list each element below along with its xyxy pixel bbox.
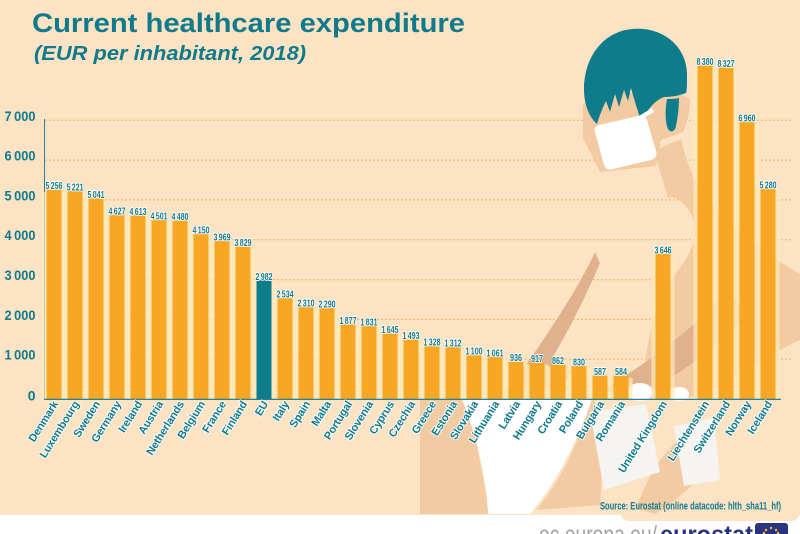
svg-text:Source: Eurostat (online datac: Source: Eurostat (online datacode: hlth_… <box>600 501 781 513</box>
svg-text:0: 0 <box>28 388 36 404</box>
svg-text:862: 862 <box>552 355 564 367</box>
svg-text:5 256: 5 256 <box>46 180 63 192</box>
svg-text:1 000: 1 000 <box>5 347 36 363</box>
svg-text:4 613: 4 613 <box>130 206 147 218</box>
svg-text:2 310: 2 310 <box>298 298 315 310</box>
svg-text:587: 587 <box>594 366 606 378</box>
svg-text:917: 917 <box>531 353 543 365</box>
svg-text:1 312: 1 312 <box>445 337 462 349</box>
svg-text:3 646: 3 646 <box>655 244 672 256</box>
svg-text:2 000: 2 000 <box>5 307 36 323</box>
svg-text:5 280: 5 280 <box>760 179 777 191</box>
svg-text:(EUR per inhabitant, 2018): (EUR per inhabitant, 2018) <box>34 43 306 65</box>
svg-text:6 960: 6 960 <box>739 112 756 124</box>
svg-text:1 877: 1 877 <box>340 315 357 327</box>
svg-text:3 829: 3 829 <box>235 237 252 249</box>
svg-text:3 969: 3 969 <box>214 232 231 244</box>
svg-text:2 982: 2 982 <box>256 271 273 283</box>
svg-text:3 000: 3 000 <box>5 267 36 283</box>
svg-text:8 380: 8 380 <box>697 56 714 68</box>
svg-text:4 627: 4 627 <box>109 205 126 217</box>
svg-text:ec.europa.eu/: ec.europa.eu/ <box>539 521 657 534</box>
svg-text:4 480: 4 480 <box>172 211 189 223</box>
svg-text:5 221: 5 221 <box>67 182 84 194</box>
svg-text:1 645: 1 645 <box>382 324 399 336</box>
svg-text:2 534: 2 534 <box>277 289 294 301</box>
svg-text:5 041: 5 041 <box>88 189 105 201</box>
svg-text:7 000: 7 000 <box>5 108 36 124</box>
svg-text:4 150: 4 150 <box>193 224 210 236</box>
svg-text:1 061: 1 061 <box>487 347 504 359</box>
svg-text:830: 830 <box>573 357 585 369</box>
svg-text:4 501: 4 501 <box>151 210 168 222</box>
svg-text:Current healthcare expenditure: Current healthcare expenditure <box>32 8 465 38</box>
svg-text:4 000: 4 000 <box>5 227 36 243</box>
svg-text:936: 936 <box>510 352 522 364</box>
svg-text:1 100: 1 100 <box>466 346 483 358</box>
svg-text:584: 584 <box>615 366 627 378</box>
svg-text:2 290: 2 290 <box>319 298 336 310</box>
svg-text:8 327: 8 327 <box>718 58 735 70</box>
svg-text:1 493: 1 493 <box>403 330 420 342</box>
svg-text:1 831: 1 831 <box>361 317 378 329</box>
svg-text:6 000: 6 000 <box>5 148 36 164</box>
svg-text:5 000: 5 000 <box>5 187 36 203</box>
svg-text:eurostat: eurostat <box>660 521 754 534</box>
svg-text:1 328: 1 328 <box>424 337 441 349</box>
